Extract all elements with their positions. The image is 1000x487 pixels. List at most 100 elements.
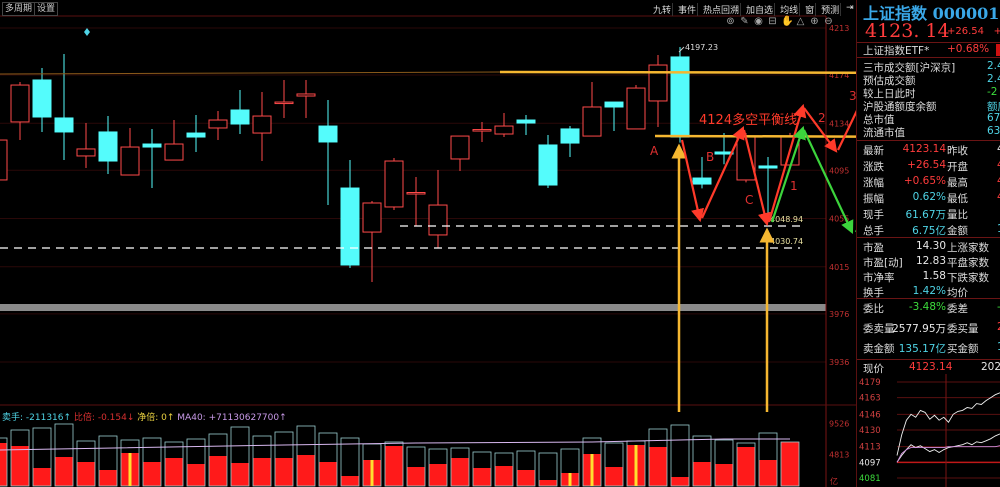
mini-tick-label: 4179: [859, 378, 881, 388]
volume-bar-outline: [472, 451, 492, 487]
quote-value: -2: [987, 86, 998, 98]
volume-bar-outline: [406, 446, 426, 487]
arrow-up-3: [837, 110, 856, 151]
index-change-value: +26.54: [947, 26, 985, 37]
quote-value: 61.67万: [905, 209, 946, 221]
toolbar-window[interactable]: 窗: [804, 3, 817, 16]
candle-down: [604, 101, 624, 108]
zoom-out-icon[interactable]: ⊖: [824, 16, 833, 27]
quote-label: 总市值: [863, 114, 895, 126]
candle-up: [274, 101, 294, 105]
volume-bar-fill: [671, 477, 689, 486]
volume-bar-fill: [341, 476, 359, 486]
volume-bar-outline: [252, 435, 272, 487]
volume-bar-outline: [758, 432, 778, 487]
green-arrow-up-1: [770, 125, 806, 223]
bell-icon[interactable]: △: [796, 16, 805, 27]
volume-bar-outline: [230, 426, 250, 487]
volume-bar-fill: [737, 447, 755, 486]
chart-toolbar: 九转 事件 热点回溯 加自选 均线 窗 预测 ⇥: [652, 3, 855, 16]
quote-value: 1.58: [922, 270, 946, 282]
candle-down: [758, 165, 778, 169]
volume-bar-fill: [253, 458, 271, 486]
kline-chart[interactable]: 4213 4174 4134 4095 4055 4015 3976 3936 9526 4813…: [0, 0, 856, 487]
quote-value: 4: [997, 143, 1000, 155]
candle-up: [494, 125, 514, 135]
resistance-line: [0, 71, 501, 75]
pencil-icon[interactable]: ✎: [740, 16, 749, 27]
toolbar-jiuzhuan[interactable]: 九转: [652, 3, 674, 16]
toolbar-forecast[interactable]: 预测: [820, 3, 842, 16]
volume-bar-outline: [10, 429, 30, 487]
legend-net: 净倍: 0↑: [137, 413, 175, 423]
volume-bar-outline: [450, 447, 470, 487]
settings-button[interactable]: 设置: [34, 2, 59, 16]
quote-value: 6.75亿: [912, 225, 946, 237]
quote-label: 上涨家数: [947, 242, 989, 254]
resistance-arrow: [499, 70, 856, 74]
target-icon[interactable]: ⊚: [726, 16, 735, 27]
divider: [857, 57, 1000, 58]
zoom-in-icon[interactable]: ⊕: [810, 16, 819, 27]
price-tick-label: 4174: [829, 71, 849, 80]
quote-label: 最高: [947, 177, 968, 189]
quote-label: 委差: [947, 303, 968, 315]
arrow-up-1: [700, 125, 745, 219]
volume-bar-fill: [715, 464, 733, 486]
volume-bar-outline: [384, 441, 404, 487]
candle-down: [714, 151, 734, 155]
quote-label: 振幅: [863, 193, 884, 205]
toolbar-add-watchlist[interactable]: 加自选: [745, 3, 776, 16]
price-tick-label: 4134: [829, 119, 849, 128]
arrow-to-right-icon[interactable]: ⇥: [846, 3, 854, 13]
mini-tick-label: 4163: [859, 394, 881, 404]
quote-value: 135.17亿: [898, 343, 946, 355]
toolbar-moving-average[interactable]: 均线: [779, 3, 801, 16]
divider: [857, 298, 1000, 299]
candle-down: [54, 117, 74, 133]
volume-bar-fill: [209, 456, 227, 486]
quote-label: 开盘: [947, 161, 968, 173]
volume-flag-mark: [568, 473, 572, 486]
candle-down: [692, 177, 712, 185]
eye-icon[interactable]: ◉: [754, 16, 763, 27]
hand-icon[interactable]: ✋: [781, 16, 794, 27]
chart-icon-bar: ⊚ ✎ ◉ ⊟ ✋ △ ⊕ ⊖: [725, 16, 834, 27]
volume-bar-outline: [296, 425, 316, 487]
volume-bar-outline: [186, 438, 206, 487]
volume-bar-fill: [0, 443, 7, 486]
lock-icon[interactable]: ⊟: [768, 16, 777, 27]
mini-tick-label: 4146: [859, 410, 881, 420]
candle-up: [362, 202, 382, 233]
volume-bar-fill: [385, 446, 403, 486]
volume-flag-mark: [634, 445, 638, 486]
volume-bar-fill: [451, 458, 469, 486]
mini-tick-label: 4113: [859, 443, 881, 453]
toolbar-hot-replay[interactable]: 热点回溯: [702, 3, 742, 16]
quote-label: 涨跌: [863, 161, 884, 173]
quote-label: 市净率: [863, 272, 895, 284]
quote-label: 预估成交额: [863, 75, 916, 87]
candle-up: [450, 135, 470, 160]
volume-bar-fill: [539, 480, 557, 486]
quote-label: 昨收: [947, 145, 968, 157]
multi-period-button[interactable]: 多周期: [2, 2, 36, 16]
legend-sell-volume: 卖手: -211316↑: [2, 413, 72, 423]
point-label-2: 2: [818, 111, 826, 125]
price-tick-label: 3976: [829, 310, 849, 319]
quote-label: 总手: [863, 225, 884, 237]
volume-bar-outline: [516, 450, 536, 487]
quote-label: 金额: [947, 225, 968, 237]
volume-bar-outline: [692, 435, 712, 487]
divider: [857, 140, 1000, 141]
quote-label: 换手: [863, 287, 884, 299]
intraday-mini-chart[interactable]: 4179 4163 4146 4130 4113 4097 4081: [856, 374, 1000, 487]
green-arrows: [770, 125, 856, 234]
arrow-up-2: [767, 103, 807, 223]
quote-value: 4123.14: [902, 143, 946, 155]
candle-down: [98, 131, 118, 162]
volume-bar-fill: [77, 462, 95, 486]
candle-up: [428, 204, 448, 236]
toolbar-events[interactable]: 事件: [677, 3, 699, 16]
quote-label: 委比: [863, 303, 884, 315]
